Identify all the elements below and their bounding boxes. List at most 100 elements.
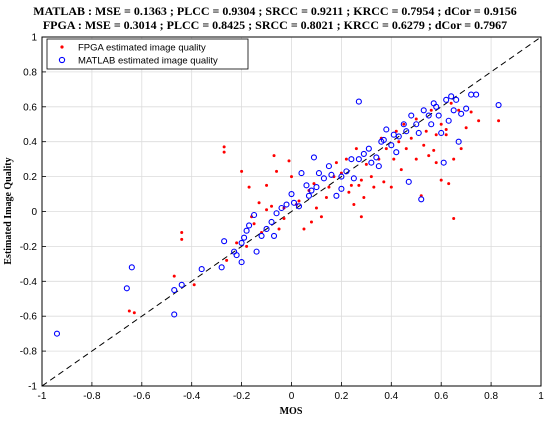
series-matlab	[53, 91, 502, 337]
fpga-point	[389, 185, 393, 189]
matlab-point	[355, 156, 362, 163]
fpga-point	[399, 168, 403, 172]
matlab-point	[313, 184, 320, 191]
fpga-point	[277, 227, 281, 231]
matlab-point	[310, 154, 318, 161]
fpga-point	[402, 122, 406, 126]
matlab-point	[343, 168, 350, 175]
y-axis-ticks: -1 -0.8 -0.6 -0.4 -0.2 0 0.2 0.4 0.6 0.8 1	[20, 33, 46, 393]
matlab-point	[360, 150, 367, 157]
identity-dashed-line	[42, 37, 541, 386]
fpga-point	[497, 119, 501, 123]
legend-marker-matlab	[58, 56, 66, 64]
series-fpga	[127, 101, 501, 315]
matlab-point	[445, 117, 452, 124]
fpga-point	[257, 201, 261, 205]
legend-label-fpga: FPGA estimated image quality	[78, 43, 206, 54]
matlab-point	[373, 154, 380, 161]
matlab-point	[123, 285, 130, 292]
fpga-point	[282, 216, 286, 220]
fpga-point	[364, 162, 368, 166]
x-tick-label: 0.8	[484, 391, 498, 402]
matlab-point	[375, 163, 382, 170]
y-tick-label: 1	[31, 33, 37, 44]
fpga-point	[265, 183, 269, 187]
matlab-point	[388, 142, 395, 149]
x-tick-label: 0.2	[334, 391, 348, 402]
fpga-point	[469, 110, 473, 114]
matlab-point	[198, 266, 205, 273]
legend: FPGA estimated image quality MATLAB esti…	[46, 38, 249, 70]
fpga-point	[392, 157, 396, 161]
fpga-point	[439, 178, 443, 182]
fpga-point	[270, 204, 274, 208]
fpga-point	[327, 185, 331, 189]
fpga-point	[354, 147, 358, 151]
fpga-point	[422, 143, 426, 147]
y-tick-label: 0.8	[23, 67, 37, 78]
matlab-point	[320, 175, 327, 182]
matlab-point	[325, 163, 332, 170]
y-tick-label: 0	[31, 207, 37, 218]
y-tick-label: 0.2	[23, 172, 37, 183]
matlab-point	[443, 96, 450, 103]
matlab-point	[238, 239, 245, 246]
matlab-point	[231, 248, 238, 255]
matlab-point	[241, 234, 248, 241]
fpga-point	[444, 127, 448, 131]
matlab-point	[278, 204, 285, 212]
fpga-point	[357, 183, 361, 187]
x-tick-label: -1	[38, 391, 47, 402]
y-tick-label: -1	[28, 382, 37, 393]
fpga-point	[319, 215, 323, 219]
fpga-point	[477, 119, 481, 123]
fpga-point	[459, 147, 463, 151]
matlab-point	[218, 264, 225, 271]
matlab-point	[430, 100, 437, 107]
fpga-point	[252, 222, 256, 226]
fpga-point	[449, 101, 453, 105]
fpga-point	[314, 206, 318, 210]
matlab-point	[171, 311, 178, 318]
matlab-point	[450, 107, 457, 114]
fpga-point	[349, 183, 353, 187]
matlab-point	[258, 232, 265, 239]
fpga-point	[225, 258, 229, 262]
matlab-point	[440, 159, 447, 166]
fpga-point	[235, 241, 239, 245]
matlab-point	[355, 98, 362, 105]
fpga-point	[180, 237, 184, 241]
fpga-point	[359, 215, 363, 219]
fpga-point	[245, 244, 249, 248]
fpga-point	[344, 157, 348, 161]
matlab-point	[425, 112, 432, 119]
matlab-point	[305, 192, 313, 199]
matlab-point	[238, 259, 245, 266]
matlab-point	[243, 227, 250, 234]
matlab-point	[435, 112, 442, 119]
y-tick-label: -0.8	[20, 347, 38, 358]
matlab-point	[315, 170, 322, 177]
fpga-point	[452, 216, 456, 220]
fpga-point	[414, 157, 418, 161]
fpga-point	[290, 175, 293, 179]
matlab-point	[288, 191, 295, 198]
y-tick-label: -0.4	[20, 277, 38, 288]
chart-title-matlab: MATLAB : MSE = 0.1363 ; PLCC = 0.9304 ; …	[33, 4, 517, 18]
legend-box	[46, 38, 249, 70]
fpga-point	[352, 203, 356, 207]
fpga-point	[127, 309, 131, 313]
matlab-point	[290, 199, 298, 206]
matlab-point	[298, 170, 305, 177]
x-tick-label: -0.2	[233, 391, 251, 402]
matlab-point	[53, 330, 61, 337]
x-tick-label: 0.4	[384, 391, 398, 402]
y-axis-label: Estimated Image Quality	[3, 157, 14, 264]
matlab-point	[395, 133, 402, 140]
matlab-point	[295, 203, 303, 210]
fpga-point	[397, 140, 401, 144]
y-tick-label: 0.6	[23, 102, 37, 113]
matlab-point	[420, 107, 427, 114]
matlab-point	[253, 248, 260, 255]
matlab-point	[333, 192, 340, 199]
